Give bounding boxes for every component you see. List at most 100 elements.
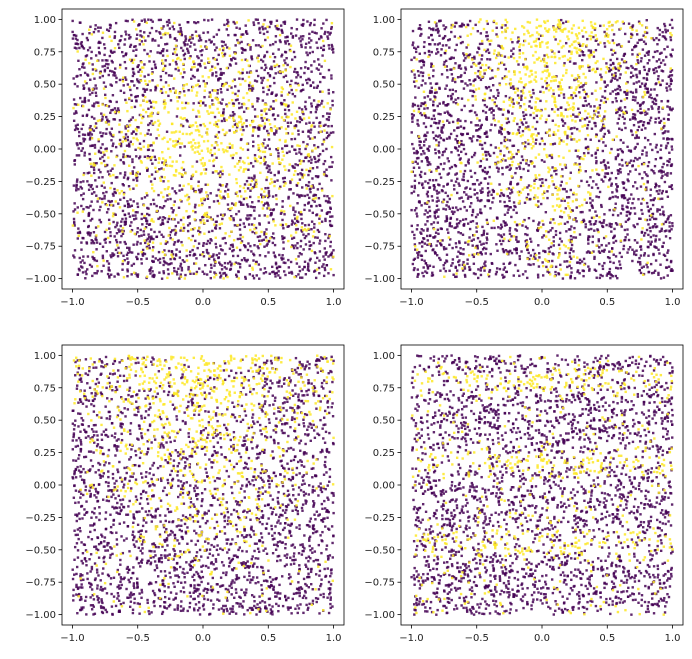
scatter-point	[294, 275, 298, 278]
scatter-point	[149, 101, 153, 104]
scatter-point	[111, 214, 115, 218]
scatter-point	[255, 182, 258, 186]
scatter-point	[89, 136, 92, 139]
scatter-point	[209, 263, 213, 267]
scatter-point	[263, 68, 266, 72]
scatter-point	[203, 213, 206, 217]
scatter-point	[461, 200, 465, 203]
scatter-point	[83, 154, 86, 157]
scatter-point	[436, 221, 440, 224]
scatter-point	[659, 83, 662, 87]
scatter-point	[108, 203, 112, 207]
scatter-point	[316, 105, 319, 108]
scatter-point	[128, 205, 132, 208]
scatter-point	[269, 22, 273, 25]
scatter-point	[143, 214, 146, 218]
scatter-point	[93, 272, 96, 275]
scatter-point	[136, 170, 140, 174]
scatter-point	[238, 248, 242, 252]
scatter-point	[471, 210, 475, 214]
scatter-point	[171, 211, 175, 214]
scatter-point	[109, 26, 112, 30]
scatter-point	[588, 197, 592, 200]
scatter-point	[458, 197, 461, 200]
scatter-point	[147, 148, 151, 151]
scatter-point	[236, 224, 239, 227]
scatter-point	[640, 111, 644, 114]
scatter-point	[260, 230, 263, 234]
scatter-point	[516, 182, 520, 185]
scatter-point	[307, 154, 311, 158]
scatter-point	[126, 155, 129, 158]
scatter-point	[551, 252, 554, 255]
scatter-point	[660, 176, 663, 180]
scatter-point	[202, 164, 205, 167]
scatter-point	[191, 248, 194, 252]
scatter-point	[236, 162, 239, 165]
scatter-point	[604, 165, 607, 168]
scatter-point	[465, 46, 468, 49]
scatter-point	[547, 271, 551, 274]
scatter-point	[262, 90, 265, 94]
scatter-point	[238, 262, 242, 266]
scatter-point	[280, 55, 283, 58]
scatter-point	[179, 273, 182, 276]
scatter-point	[595, 214, 598, 217]
scatter-point	[619, 106, 622, 109]
scatter-point	[191, 234, 195, 238]
scatter-point	[539, 184, 543, 188]
scatter-point	[191, 37, 194, 40]
scatter-point	[79, 261, 82, 264]
scatter-point	[137, 64, 140, 67]
scatter-point	[90, 184, 93, 187]
scatter-point	[308, 78, 311, 82]
scatter-point	[137, 70, 140, 74]
scatter-point	[595, 81, 598, 84]
scatter-point	[232, 119, 235, 122]
scatter-point	[100, 134, 103, 138]
scatter-point	[296, 227, 299, 231]
scatter-point	[633, 250, 636, 254]
scatter-point	[455, 275, 458, 278]
scatter-point	[129, 118, 133, 121]
scatter-point	[621, 164, 624, 167]
scatter-point	[90, 165, 93, 168]
scatter-point	[569, 228, 572, 231]
scatter-point	[122, 84, 125, 87]
scatter-point	[150, 219, 153, 222]
scatter-point	[464, 152, 468, 156]
scatter-point	[259, 171, 262, 175]
scatter-point	[414, 248, 417, 251]
scatter-point	[76, 143, 79, 147]
scatter-point	[246, 214, 249, 217]
scatter-point	[636, 260, 640, 264]
scatter-point	[318, 242, 321, 245]
scatter-point	[190, 77, 193, 80]
scatter-point	[310, 158, 313, 161]
scatter-point	[108, 274, 111, 278]
scatter-point	[174, 67, 177, 71]
scatter-point	[261, 99, 265, 102]
scatter-point	[625, 66, 628, 69]
scatter-point	[274, 25, 277, 28]
scatter-point	[541, 181, 544, 184]
scatter-point	[182, 216, 185, 219]
scatter-point	[91, 187, 94, 191]
scatter-point	[510, 235, 513, 238]
scatter-point	[266, 207, 269, 210]
scatter-point	[233, 224, 237, 227]
scatter-point	[290, 88, 293, 92]
scatter-point	[106, 272, 110, 276]
scatter-point	[158, 176, 162, 180]
scatter-point	[295, 110, 299, 114]
scatter-point	[638, 70, 641, 73]
scatter-point	[106, 163, 109, 167]
scatter-point	[510, 215, 513, 219]
scatter-point	[311, 30, 314, 34]
scatter-point	[139, 74, 142, 77]
scatter-point	[90, 239, 93, 242]
scatter-point	[111, 252, 114, 255]
scatter-point	[426, 267, 430, 270]
scatter-point	[83, 98, 86, 101]
